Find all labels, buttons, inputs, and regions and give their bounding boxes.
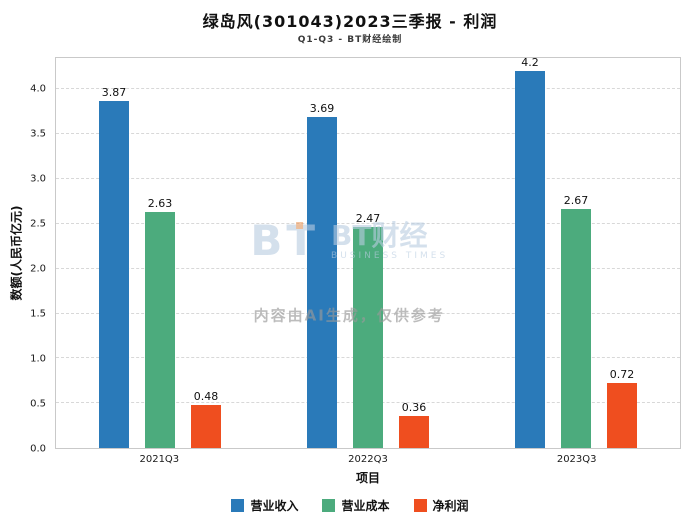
legend: 营业收入 营业成本 净利润 <box>0 497 700 514</box>
legend-label: 营业成本 <box>341 499 390 513</box>
bar-value-label: 3.69 <box>309 102 335 116</box>
bar-value-label: 0.48 <box>193 389 219 403</box>
legend-label: 净利润 <box>432 499 469 513</box>
y-tick-label: 2.0 <box>30 263 46 275</box>
legend-swatch <box>413 499 427 512</box>
bar-group: 3.87 2.63 0.48 <box>56 58 264 448</box>
bar-value-label: 0.36 <box>401 400 427 414</box>
plot-area: 3.87 2.63 0.48 3.69 2.47 0.36 4.2 2.67 0.72 BT B… <box>55 56 681 449</box>
gridline <box>56 88 680 90</box>
legend-swatch <box>322 499 336 512</box>
legend-item: 营业成本 <box>322 497 390 514</box>
legend-item: 净利润 <box>413 497 469 514</box>
bar-value-label: 2.63 <box>147 197 173 211</box>
x-axis-tick-labels: 2021Q3 2022Q3 2023Q3 <box>55 454 681 465</box>
gridline <box>56 222 680 224</box>
bar-营业收入: 3.69 <box>307 102 337 448</box>
x-tick-label: 2021Q3 <box>139 454 180 465</box>
y-tick-label: 2.5 <box>30 218 46 230</box>
x-tick-label: 2023Q3 <box>556 454 597 465</box>
y-tick-label: 3.0 <box>30 173 46 185</box>
bar-营业收入: 3.87 <box>99 86 129 448</box>
bar-value-label: 0.72 <box>609 368 635 382</box>
y-tick-label: 3.5 <box>30 128 46 140</box>
bar-value-label: 4.2 <box>521 56 539 70</box>
chart-subtitle: Q1-Q3 - BT财经绘制 <box>297 35 403 45</box>
legend-label: 营业收入 <box>250 499 299 513</box>
x-tick-label: 2022Q3 <box>348 454 388 465</box>
chart-title: 绿岛风(301043)2023三季报 - 利润 <box>202 12 498 31</box>
bar-净利润: 0.36 <box>399 401 429 448</box>
bar-营业成本: 2.67 <box>561 194 591 448</box>
bar-value-label: 2.67 <box>563 193 589 207</box>
bar-groups: 3.87 2.63 0.48 3.69 2.47 0.36 4.2 2.67 0.72 <box>56 56 680 448</box>
bar-group: 4.2 2.67 0.72 <box>472 56 680 448</box>
y-tick-label: 4.0 <box>30 83 46 95</box>
y-tick-label: 0.0 <box>30 443 46 455</box>
bar-value-label: 3.87 <box>101 86 127 100</box>
x-axis-label: 项目 <box>355 471 380 485</box>
bar-营业收入: 4.2 <box>515 56 545 448</box>
bar-value-label: 2.47 <box>355 211 381 225</box>
bar-group: 3.69 2.47 0.36 <box>264 58 472 448</box>
bar-净利润: 0.72 <box>607 368 637 448</box>
gridline <box>56 178 680 180</box>
gridline <box>56 133 680 135</box>
bar-营业成本: 2.47 <box>353 212 383 448</box>
y-tick-label: 1.0 <box>30 353 46 365</box>
legend-item: 营业收入 <box>231 497 298 514</box>
bar-营业成本: 2.63 <box>145 197 175 448</box>
legend-swatch <box>231 499 245 512</box>
y-axis-tick-labels: 0.0 0.5 1.0 1.5 2.0 2.5 3.0 3.5 4.0 <box>0 57 50 454</box>
y-tick-label: 0.5 <box>30 398 46 410</box>
bar-净利润: 0.48 <box>191 390 221 448</box>
y-tick-label: 1.5 <box>30 308 46 320</box>
